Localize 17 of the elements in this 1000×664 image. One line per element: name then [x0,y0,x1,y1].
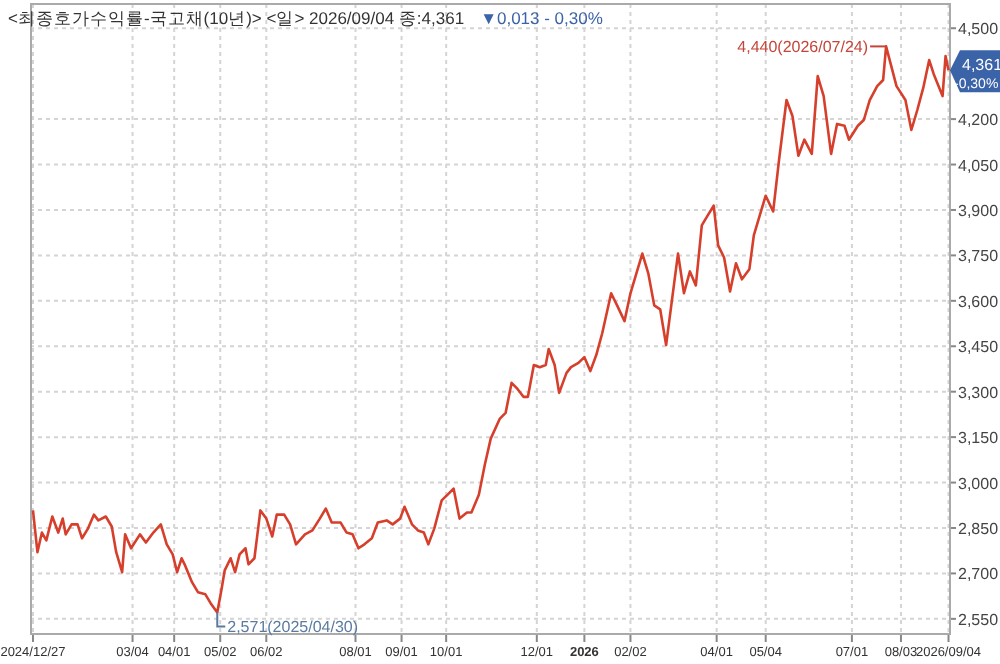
y-tick-label: 3,000 [958,474,1000,493]
y-tick-label: 2,550 [958,610,1000,629]
y-tick-label: 4,500 [958,20,1000,39]
annotation: 2,571(2025/04/30) [227,618,359,637]
y-tick-label: 3,450 [958,338,1000,357]
y-tick-label: 3,900 [958,201,1000,220]
chart-title: <최종호가수익률-국고채(10년)> <일> 2026/09/04 종:4,361 [8,8,465,28]
y-tick-label: 2,700 [958,565,1000,584]
y-tick-label: 3,300 [958,383,1000,402]
y-tick-label: 4,050 [958,156,1000,175]
y-tick-label: 4,200 [958,111,1000,130]
y-tick-label: 2,850 [958,519,1000,538]
y-tick-label: 3,750 [958,247,1000,266]
annotation: 4,440(2026/07/24) [737,38,869,57]
chart-subtitle: ▼0,013 - 0,30% [480,8,604,28]
y-tick-label: 3,600 [958,292,1000,311]
y-tick-label: 3,150 [958,429,1000,448]
